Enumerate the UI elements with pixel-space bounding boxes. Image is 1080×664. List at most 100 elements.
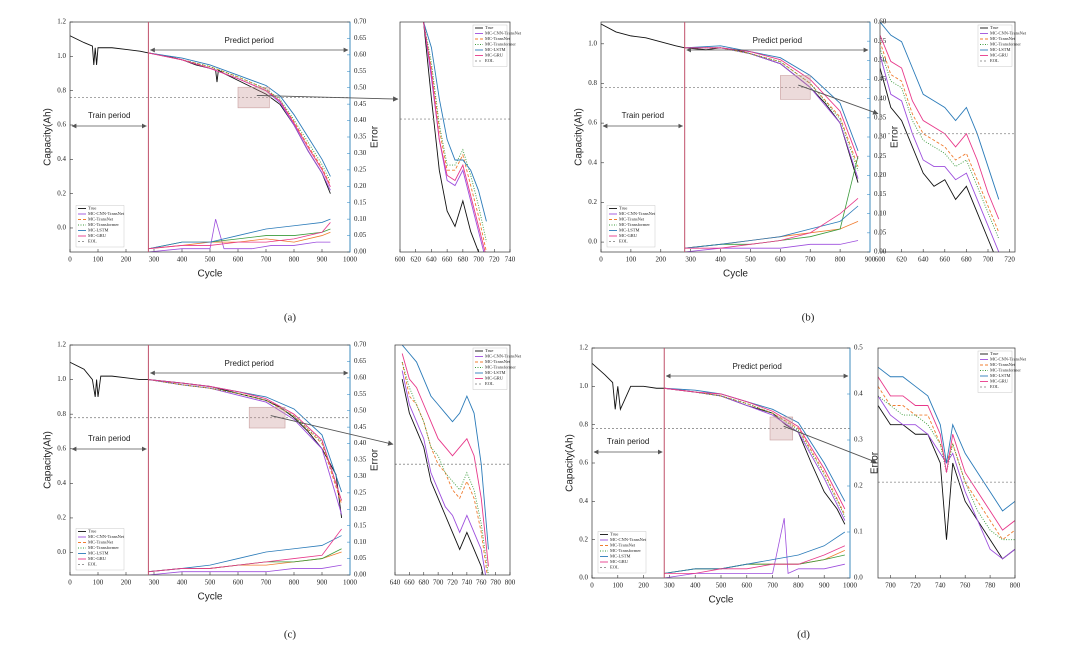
y2-tick-label: 0.05 [354, 554, 367, 562]
legend-label: MC-CNN-TransNet [485, 31, 522, 36]
y2-tick-label: 0.05 [874, 228, 887, 236]
x-tick-label: 100 [626, 256, 637, 264]
y-tick-label: 0.8 [57, 410, 66, 418]
series-line [664, 387, 846, 510]
x-tick-label: 700 [433, 579, 444, 587]
y-axis-label: Capacity(Ah) [574, 108, 585, 166]
legend-box [75, 528, 125, 571]
legend: TrueMC-CNN-TransNetMC-TransNetMC-Transfo… [472, 347, 522, 390]
y2-tick-label: 0.10 [354, 215, 367, 223]
x-tick-label: 740 [935, 582, 946, 590]
legend: TrueMC-CNN-TransNetMC-TransNetMC-Transfo… [75, 528, 125, 571]
series-line [880, 41, 1000, 233]
x-tick-label: 900 [865, 256, 876, 264]
plot-area [880, 22, 1015, 252]
legend-label: MC-TransNet [610, 543, 636, 548]
legend-label: MC-GRU [88, 556, 107, 561]
y2-tick-label: 0.10 [874, 209, 887, 217]
y2-tick-label: 0.00 [354, 571, 367, 579]
x-tick-label: 600 [742, 582, 753, 590]
x-tick-label: 0 [599, 256, 603, 264]
x-tick-label: 300 [685, 256, 696, 264]
y-tick-label: 1.0 [588, 39, 597, 47]
x-tick-label: 700 [983, 256, 994, 264]
x-tick-label: 400 [715, 256, 726, 264]
x-tick-label: 660 [940, 256, 951, 264]
legend-label: True [619, 206, 627, 211]
legend-label: EOL [88, 562, 97, 567]
y2-tick-label: 0.65 [354, 357, 367, 365]
predict-label: Predict period [753, 36, 802, 45]
legend-label: MC-TransNet [88, 540, 114, 545]
series-line [878, 376, 1015, 531]
legend-label: MC-GRU [88, 233, 107, 238]
x-tick-label: 400 [177, 579, 188, 587]
x-tick-label: 720 [1004, 256, 1015, 264]
x-tick-label: 700 [885, 582, 896, 590]
x-tick-label: 800 [793, 582, 804, 590]
train-label: Train period [622, 111, 664, 120]
legend-box [606, 205, 656, 248]
x-axis-label: Cycle [708, 595, 733, 606]
x-tick-label: 780 [985, 582, 996, 590]
y-tick-label: 1.2 [57, 18, 66, 26]
series-line [878, 366, 1015, 512]
x-tick-label: 1000 [843, 582, 858, 590]
x-tick-label: 0 [68, 256, 72, 264]
y-axis-label: Capacity(Ah) [565, 434, 576, 492]
x-tick-label: 200 [121, 256, 132, 264]
legend-label: MC-LSTM [88, 228, 109, 233]
x-tick-label: 720 [489, 256, 500, 264]
y-tick-label: 0.2 [588, 198, 597, 206]
y2-tick-label: 0.25 [874, 152, 887, 160]
legend-label: True [610, 532, 618, 537]
x-tick-label: 660 [442, 256, 453, 264]
series-line [148, 52, 331, 177]
y2-tick-label: 0.05 [354, 231, 367, 239]
x-tick-label: 500 [205, 579, 216, 587]
series-line [423, 22, 487, 242]
x-tick-label: 300 [149, 579, 160, 587]
panel-chart: 0 100 200 300 400 500 600 700 800 900 10000.00.20.… [565, 344, 881, 641]
legend-box [977, 350, 1013, 393]
legend-label: MC-Transformer [990, 368, 1021, 373]
legend-label: True [88, 529, 96, 534]
y-tick-label: 0.0 [57, 224, 66, 232]
legend-label: MC-LSTM [610, 554, 631, 559]
y2-tick-label: 0.30 [874, 133, 887, 141]
y2-tick-label: 0.60 [354, 50, 367, 58]
panel-chart: 600 620 640 660 680 700 720 TrueMC-CNN-TransNet… [875, 21, 1027, 264]
x-tick-label: 700 [473, 256, 484, 264]
y-tick-label: 0.6 [588, 119, 597, 127]
plot-area [878, 366, 1015, 560]
y2-axis-label: Error [870, 451, 881, 474]
x-tick-label: 760 [476, 579, 487, 587]
series-line [664, 387, 846, 515]
legend-label: MC-TransNet [990, 36, 1016, 41]
legend-label: MC-GRU [619, 233, 638, 238]
legend-label: MC-TransNet [990, 362, 1016, 367]
y2-tick-label: 0.2 [854, 482, 863, 490]
x-tick-label: 700 [261, 256, 272, 264]
x-tick-label: 100 [613, 582, 624, 590]
x-tick-label: 760 [960, 582, 971, 590]
x-tick-label: 700 [767, 582, 778, 590]
y2-tick-label: 0.45 [874, 75, 887, 83]
legend-label: MC-CNN-TransNet [610, 537, 647, 542]
x-tick-label: 800 [835, 256, 846, 264]
legend-label: True [88, 206, 96, 211]
zoom-connector [798, 84, 879, 115]
series-line [880, 54, 1000, 252]
series-line [148, 52, 331, 191]
y2-tick-label: 0.00 [874, 248, 887, 256]
y2-tick-label: 0.0 [854, 574, 863, 582]
y-tick-label: 0.4 [57, 155, 66, 163]
series-line [423, 22, 487, 252]
y2-tick-label: 0.60 [354, 373, 367, 381]
x-tick-label: 100 [93, 579, 104, 587]
x-tick-label: 620 [896, 256, 907, 264]
plot-frame [399, 21, 511, 253]
plot-area [592, 362, 850, 578]
y-tick-label: 1.0 [57, 52, 66, 60]
legend-label: MC-CNN-TransNet [88, 534, 125, 539]
